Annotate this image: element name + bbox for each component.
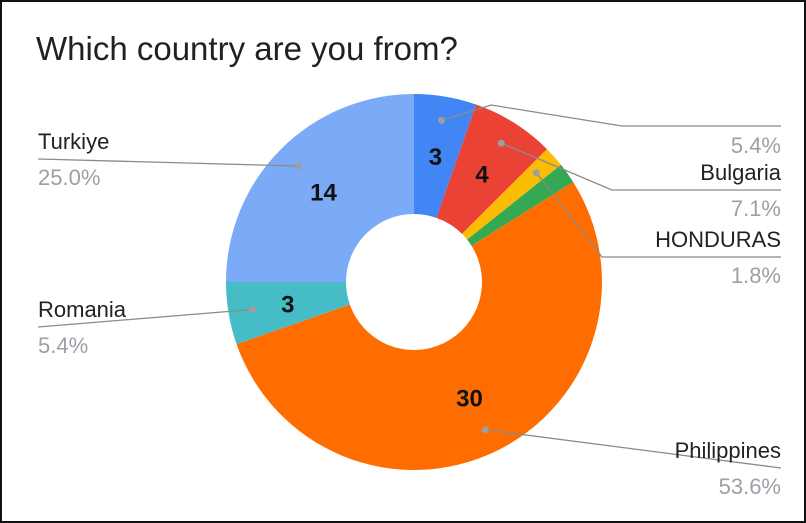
callout-name-honduras: HONDURAS [655,227,781,252]
callout-percent-bulgaria: 7.1% [731,196,781,221]
slice-romania [226,282,350,345]
leader-line [500,142,781,191]
value-label: 14 [310,179,337,206]
slice-turkiye [226,94,414,282]
callout-percent-philippines: 53.6% [719,474,781,499]
callout-percent-romania: 5.4% [38,333,88,358]
slice-philippines [236,181,602,470]
leader-line [485,429,782,469]
callout-percent-honduras: 1.8% [731,263,781,288]
chart-title: Which country are you from? [36,30,458,67]
callout-name-bulgaria: Bulgaria [700,160,781,185]
leader-line [441,104,781,127]
leader-dot [532,169,540,177]
value-label: 3 [429,144,442,171]
callout-percent-slice-0: 5.4% [731,133,781,158]
value-label: 3 [281,291,294,318]
leader-line [535,172,781,258]
callout-percent-turkiye: 25.0% [38,165,100,190]
callout-name-philippines: Philippines [675,438,781,463]
leader-line [37,308,253,328]
slice-unlabeled-0 [414,94,477,218]
leader-dot [294,162,302,170]
slice-bulgaria [436,104,547,234]
callout-name-turkiye: Turkiye [38,129,109,154]
leader-dot [497,139,505,147]
leader-line [37,158,299,167]
value-label: 30 [456,385,483,412]
leader-dot [437,116,445,124]
leader-dot [481,426,489,434]
value-label: 4 [475,162,489,189]
leader-dot [248,305,256,313]
callout-name-romania: Romania [38,297,127,322]
